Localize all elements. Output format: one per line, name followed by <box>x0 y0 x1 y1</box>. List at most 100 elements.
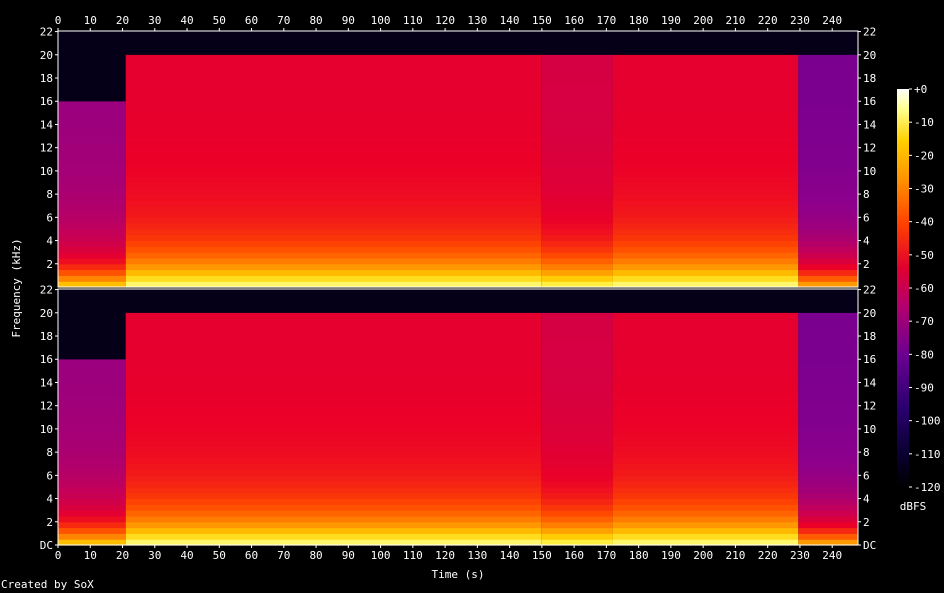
spectrogram-cell <box>798 112 858 119</box>
spectrogram-cell <box>58 182 126 189</box>
spectrogram-cell <box>58 440 126 447</box>
spectrogram-cell <box>58 539 126 546</box>
y-axis-label: Frequency (kHz) <box>10 238 23 337</box>
spectrogram-cell <box>125 281 542 288</box>
spectrogram-cell <box>541 164 613 172</box>
spectrogram-cell <box>125 240 542 247</box>
spectrogram-cell <box>541 147 613 154</box>
spectrogram-cell <box>541 42 613 49</box>
spectrogram-cell <box>58 170 126 177</box>
colorbar-tick-label: -30 <box>914 183 934 196</box>
x-tick-label-bottom: 120 <box>435 549 455 562</box>
spectrogram-cell <box>798 364 858 371</box>
spectrogram-cell <box>541 205 613 212</box>
spectrogram-cell <box>58 176 126 183</box>
spectrogram-cell <box>541 446 613 453</box>
spectrogram-cell <box>58 486 126 494</box>
spectrogram-cell <box>541 263 613 271</box>
spectrogram-cell <box>612 100 799 108</box>
spectrogram-cell <box>612 228 799 236</box>
spectrogram-cell <box>798 65 858 73</box>
spectrogram-cell <box>541 353 613 360</box>
spectrogram-cell <box>612 323 799 331</box>
spectrogram-cell <box>612 217 799 224</box>
spectrogram-cell <box>798 141 858 148</box>
spectrogram-cell <box>125 31 542 38</box>
x-tick-label-bottom: 220 <box>758 549 778 562</box>
x-tick-label-bottom: 60 <box>245 549 258 562</box>
spectrogram-cell <box>541 100 613 108</box>
spectrogram-cell <box>798 318 858 325</box>
spectrogram-cell <box>541 417 613 424</box>
spectrogram-cell <box>798 188 858 195</box>
spectrogram-cell <box>541 329 613 337</box>
spectrogram-cell <box>798 217 858 224</box>
spectrogram-cell <box>798 300 858 307</box>
x-tick-label-bottom: 50 <box>213 549 226 562</box>
colorbar-tick-label: -110 <box>914 448 941 461</box>
spectrogram-cell <box>541 65 613 73</box>
spectrogram-cell <box>612 289 799 296</box>
spectrogram-cell <box>58 129 126 137</box>
spectrogram-cell <box>798 492 858 499</box>
spectrogram-cell <box>58 318 126 325</box>
x-tick-label-bottom: 100 <box>371 549 391 562</box>
spectrogram-cell <box>798 527 858 534</box>
spectrogram-cell <box>125 275 542 282</box>
spectrogram-cell <box>798 376 858 383</box>
spectrogram-cell <box>58 275 126 282</box>
x-tick-label-top: 60 <box>245 14 258 27</box>
spectrogram-cell <box>612 263 799 271</box>
spectrogram-cell <box>798 481 858 488</box>
spectrogram-cell <box>798 422 858 430</box>
spectrogram-cell <box>125 405 542 412</box>
y-tick-label-right: 14 <box>863 376 877 389</box>
y-tick-label-right: 2 <box>863 258 870 271</box>
spectrogram-cell <box>612 257 799 265</box>
spectrogram-cell <box>798 199 858 207</box>
spectrogram-cell <box>798 275 858 282</box>
spectrogram-cell <box>612 124 799 131</box>
spectrogram-cell <box>612 492 799 499</box>
x-tick-label-top: 120 <box>435 14 455 27</box>
spectrogram-cell <box>58 428 126 435</box>
spectrogram-cell <box>125 205 542 212</box>
spectrogram-cell <box>541 48 613 55</box>
x-tick-label-top: 50 <box>213 14 226 27</box>
spectrogram-cell <box>58 294 126 302</box>
spectrogram-cell <box>125 376 542 383</box>
spectrogram-cell <box>58 112 126 119</box>
spectrogram-cell <box>798 60 858 67</box>
spectrogram-cell <box>58 135 126 143</box>
spectrogram-cell <box>541 118 613 125</box>
colorbar-tick-label: -120 <box>914 481 941 494</box>
x-tick-label-bottom: 40 <box>180 549 193 562</box>
spectrogram-cell <box>612 347 799 354</box>
y-tick-label-left: 22 <box>40 26 53 39</box>
spectrogram-cell <box>125 269 542 276</box>
spectrogram-cell <box>58 281 126 288</box>
spectrogram-cell <box>798 504 858 511</box>
y-tick-label-right: 8 <box>863 188 870 201</box>
spectrogram-cell <box>798 370 858 377</box>
spectrogram-cell <box>125 223 542 230</box>
spectrogram-cell <box>798 405 858 412</box>
spectrogram-cell <box>798 100 858 108</box>
colorbar-tick-label: -90 <box>914 382 934 395</box>
spectrogram-cell <box>125 492 542 499</box>
y-tick-label-left: DC <box>40 539 53 552</box>
spectrogram-cell <box>612 515 799 523</box>
spectrogram-cell <box>58 48 126 55</box>
spectrogram-cell <box>541 481 613 488</box>
spectrogram-cell <box>612 312 799 319</box>
spectrogram-cell <box>612 205 799 212</box>
spectrogram-cell <box>58 193 126 201</box>
spectrogram-cell <box>612 182 799 189</box>
spectrogram-cell <box>125 106 542 113</box>
spectrogram-cell <box>541 193 613 201</box>
spectrogram-cell <box>541 422 613 430</box>
spectrogram-cell <box>541 176 613 183</box>
spectrogram-cell <box>541 440 613 447</box>
spectrogram-cell <box>125 170 542 177</box>
spectrogram-cell <box>58 252 126 259</box>
